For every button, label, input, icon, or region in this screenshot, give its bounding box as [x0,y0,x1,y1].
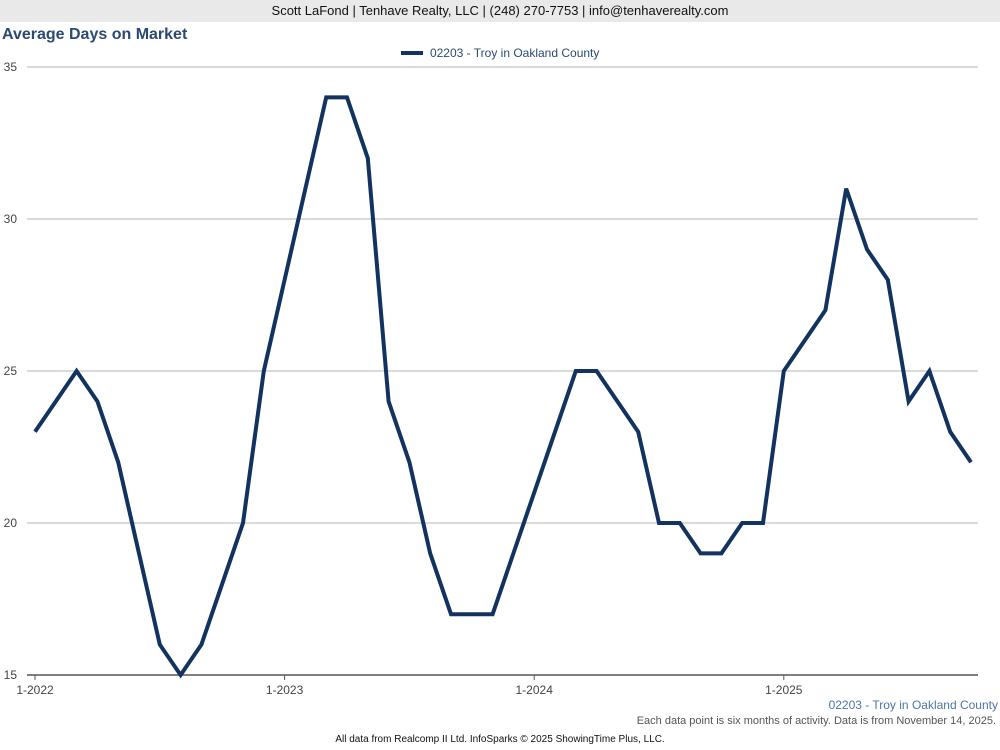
y-tick-label: 15 [4,668,18,682]
series-line-troy [33,95,973,679]
legend-label: 02203 - Troy in Oakland County [429,46,600,60]
y-tick-label: 30 [4,212,18,226]
x-tick-label: 1-2023 [266,683,304,697]
y-tick-label: 25 [4,364,18,378]
y-axis-ticks: 15 20 25 30 35 [4,60,18,682]
gridlines [27,66,978,524]
legend[interactable]: 02203 - Troy in Oakland County [0,46,1000,60]
x-tick-label: 1-2022 [16,683,54,697]
legend-swatch [400,50,423,55]
footer-series-label: 02203 - Troy in Oakland County [828,698,998,712]
x-tick-label: 1-2024 [516,683,554,697]
footer-note: Each data point is six months of activit… [636,715,996,727]
y-tick-label: 20 [4,516,18,530]
contact-header: Scott LaFond | Tenhave Realty, LLC | (24… [0,0,1000,22]
chart-title: Average Days on Market [2,26,188,43]
x-axis: 1-2022 1-2023 1-2024 1-2025 [16,674,978,697]
x-tick-label: 1-2025 [765,683,803,697]
y-tick-label: 35 [4,60,18,74]
series-lines [33,95,973,679]
footer-credit: All data from Realcomp II Ltd. InfoSpark… [335,734,665,745]
